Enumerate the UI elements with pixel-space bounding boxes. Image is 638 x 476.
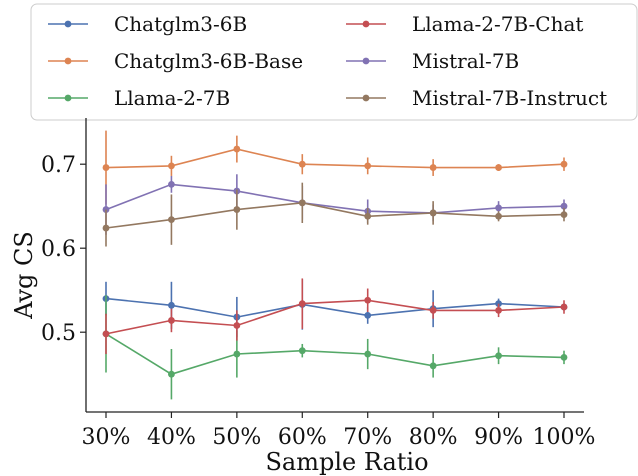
data-point (168, 317, 175, 324)
legend-marker (64, 94, 72, 102)
data-point (298, 160, 306, 168)
data-point (102, 330, 110, 338)
x-tick-label: 50% (212, 425, 261, 450)
data-point (298, 199, 306, 207)
data-point (364, 162, 372, 170)
y-tick-label: 0.7 (41, 153, 76, 178)
data-point (233, 145, 241, 153)
x-tick-label: 80% (409, 425, 458, 450)
legend-box (30, 3, 638, 121)
series-line (105, 183, 565, 214)
data-point (429, 209, 437, 217)
x-tick-label: 40% (147, 425, 196, 450)
data-point (495, 204, 502, 212)
data-point (560, 303, 568, 311)
legend-label: Chatglm3-6B-Base (114, 49, 303, 73)
legend-marker (362, 57, 370, 65)
series-mistral-7b (102, 174, 568, 235)
data-point (364, 296, 372, 304)
data-point (364, 350, 372, 358)
data-point (168, 370, 175, 378)
series-llama-2-7b-chat (102, 278, 568, 355)
data-point (495, 164, 502, 171)
data-point (364, 312, 372, 319)
data-point (560, 354, 568, 361)
legend-marker (64, 20, 72, 28)
series-line (105, 297, 565, 318)
legend-item-mistral-7b-instruct: Mistral-7B-Instruct (346, 86, 607, 110)
data-point (102, 164, 110, 171)
legend-label: Mistral-7B (412, 49, 519, 73)
legend-marker (362, 94, 370, 102)
data-point (495, 352, 502, 360)
legend-label: Llama-2-7B-Chat (412, 12, 583, 36)
legend-item-llama-2-7b: Llama-2-7B (48, 86, 230, 110)
series-chatglm3-6b-base (102, 130, 568, 205)
data-point (233, 322, 241, 329)
data-point (560, 202, 568, 210)
data-point (495, 212, 502, 220)
legend-label: Mistral-7B-Instruct (412, 86, 607, 110)
series-line (105, 201, 565, 229)
legend-marker (362, 20, 370, 28)
data-point (233, 206, 241, 213)
legend-item-llama-2-7b-chat: Llama-2-7B-Chat (346, 12, 583, 36)
x-tick-label: 100% (533, 425, 596, 450)
series-line (105, 333, 565, 376)
data-point (168, 301, 175, 309)
legend-marker (64, 57, 72, 65)
legend-label: Llama-2-7B (114, 86, 230, 110)
data-point (168, 216, 175, 224)
legend: Chatglm3-6B Chatglm3-6B-Base Llama-2-7B Lla… (30, 3, 638, 121)
x-tick-label: 90% (474, 425, 523, 450)
legend-item-mistral-7b: Mistral-7B (346, 49, 519, 73)
series-line (105, 299, 565, 335)
data-point (364, 212, 372, 220)
data-point (298, 300, 306, 308)
data-point (560, 211, 568, 219)
data-point (168, 162, 175, 170)
data-point (429, 164, 437, 171)
series-mistral-7b-instruct (102, 182, 568, 247)
y-tick-label: 0.5 (41, 321, 76, 346)
y-axis-title: Avg CS (10, 231, 38, 320)
data-point (298, 347, 306, 355)
legend-label: Chatglm3-6B (114, 12, 247, 36)
data-point (495, 306, 502, 314)
x-axis-title: Sample Ratio (265, 448, 428, 476)
series-line (105, 148, 565, 169)
data-point (102, 224, 110, 232)
x-tick-label: 60% (278, 425, 327, 450)
plot-area: 30% 40% 50% 60% 70% 80% 90% 100% 0.5 0.6 0.7 (41, 118, 595, 450)
data-point (233, 350, 241, 358)
data-point (560, 160, 568, 168)
data-point (429, 306, 437, 314)
x-tick-label: 30% (82, 425, 131, 450)
data-point (429, 362, 437, 370)
data-point (168, 180, 175, 188)
legend-item-chatglm3-6b: Chatglm3-6B (48, 12, 247, 36)
y-tick-label: 0.6 (41, 237, 76, 262)
legend-item-chatglm3-6b-base: Chatglm3-6B-Base (48, 49, 303, 73)
x-tick-label: 70% (343, 425, 392, 450)
